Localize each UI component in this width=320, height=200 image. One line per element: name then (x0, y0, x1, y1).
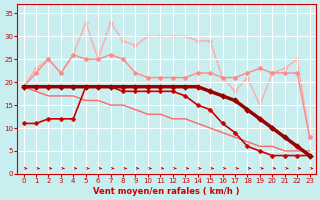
X-axis label: Vent moyen/en rafales ( km/h ): Vent moyen/en rafales ( km/h ) (93, 187, 240, 196)
